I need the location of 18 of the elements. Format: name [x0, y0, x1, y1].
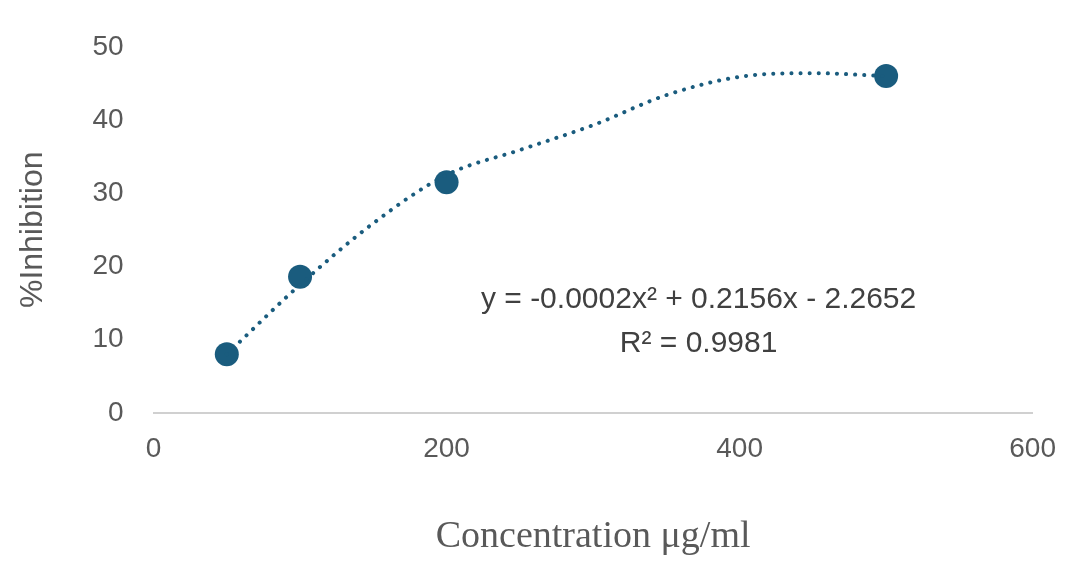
x-axis-title: Concentration μg/ml — [435, 513, 751, 556]
annotation: y = -0.0002x² + 0.2156x - 2.2652 — [480, 280, 917, 314]
y-tick-label: 10 — [92, 322, 124, 354]
y-tick-label: 0 — [107, 395, 124, 427]
point — [434, 170, 459, 195]
y-tick-label: 30 — [92, 175, 124, 207]
point — [874, 64, 899, 89]
y-tick-label: 50 — [92, 29, 124, 61]
x-tick-label: 0 — [145, 432, 162, 464]
y-tick-label: 40 — [92, 102, 124, 134]
annotation: R² = 0.9981 — [619, 324, 778, 358]
point — [214, 342, 239, 367]
point — [288, 264, 313, 289]
y-axis-title: %Inhibition — [13, 151, 50, 309]
x-tick-label: 400 — [716, 432, 763, 464]
x-tick-label: 200 — [423, 432, 470, 464]
y-tick-label: 20 — [92, 249, 124, 281]
x-tick-label: 600 — [1009, 432, 1056, 464]
